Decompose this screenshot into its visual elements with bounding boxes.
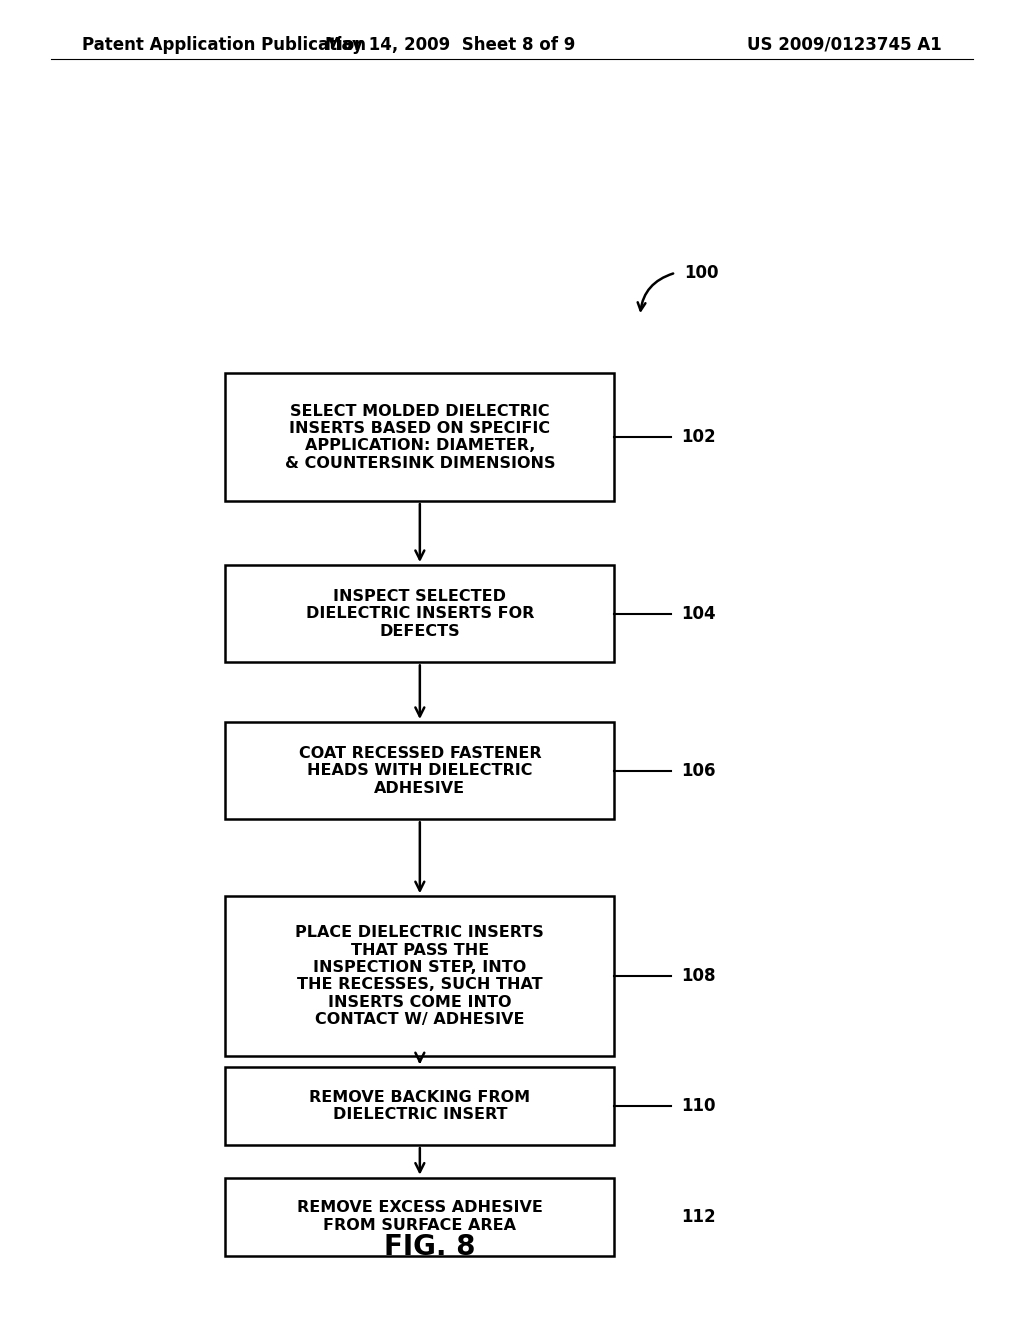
FancyBboxPatch shape: [225, 722, 614, 820]
Point: [608, 715, 621, 731]
Text: REMOVE BACKING FROM
DIELECTRIC INSERT: REMOVE BACKING FROM DIELECTRIC INSERT: [309, 1090, 530, 1122]
Point: [665, 570, 677, 586]
FancyBboxPatch shape: [225, 565, 614, 663]
FancyBboxPatch shape: [225, 896, 614, 1056]
Text: 104: 104: [681, 605, 716, 623]
Text: INSPECT SELECTED
DIELECTRIC INSERTS FOR
DEFECTS: INSPECT SELECTED DIELECTRIC INSERTS FOR …: [305, 589, 535, 639]
Text: SELECT MOLDED DIELECTRIC
INSERTS BASED ON SPECIFIC
APPLICATION: DIAMETER,
& COUN: SELECT MOLDED DIELECTRIC INSERTS BASED O…: [285, 404, 555, 471]
Text: US 2009/0123745 A1: US 2009/0123745 A1: [748, 36, 942, 54]
FancyBboxPatch shape: [225, 1177, 614, 1255]
FancyBboxPatch shape: [225, 374, 614, 502]
FancyBboxPatch shape: [225, 1067, 614, 1146]
Text: 112: 112: [681, 1208, 716, 1225]
Point: [608, 570, 621, 586]
Point: [665, 1129, 677, 1144]
Text: FIG. 8: FIG. 8: [384, 1233, 476, 1262]
Text: 100: 100: [684, 264, 719, 281]
Point: [665, 906, 677, 921]
Text: 110: 110: [681, 1097, 716, 1115]
Text: 102: 102: [681, 428, 716, 446]
Text: Patent Application Publication: Patent Application Publication: [82, 36, 366, 54]
Point: [665, 407, 677, 422]
Text: REMOVE EXCESS ADHESIVE
FROM SURFACE AREA: REMOVE EXCESS ADHESIVE FROM SURFACE AREA: [297, 1200, 543, 1233]
Point: [608, 1026, 621, 1041]
Text: 108: 108: [681, 968, 716, 985]
Text: 106: 106: [681, 762, 716, 780]
Point: [608, 407, 621, 422]
Text: May 14, 2009  Sheet 8 of 9: May 14, 2009 Sheet 8 of 9: [326, 36, 575, 54]
Point: [665, 715, 677, 731]
Point: [608, 906, 621, 921]
Text: COAT RECESSED FASTENER
HEADS WITH DIELECTRIC
ADHESIVE: COAT RECESSED FASTENER HEADS WITH DIELEC…: [299, 746, 541, 796]
Point: [608, 1129, 621, 1144]
Point: [665, 1026, 677, 1041]
Text: PLACE DIELECTRIC INSERTS
THAT PASS THE
INSPECTION STEP, INTO
THE RECESSES, SUCH : PLACE DIELECTRIC INSERTS THAT PASS THE I…: [296, 925, 544, 1027]
